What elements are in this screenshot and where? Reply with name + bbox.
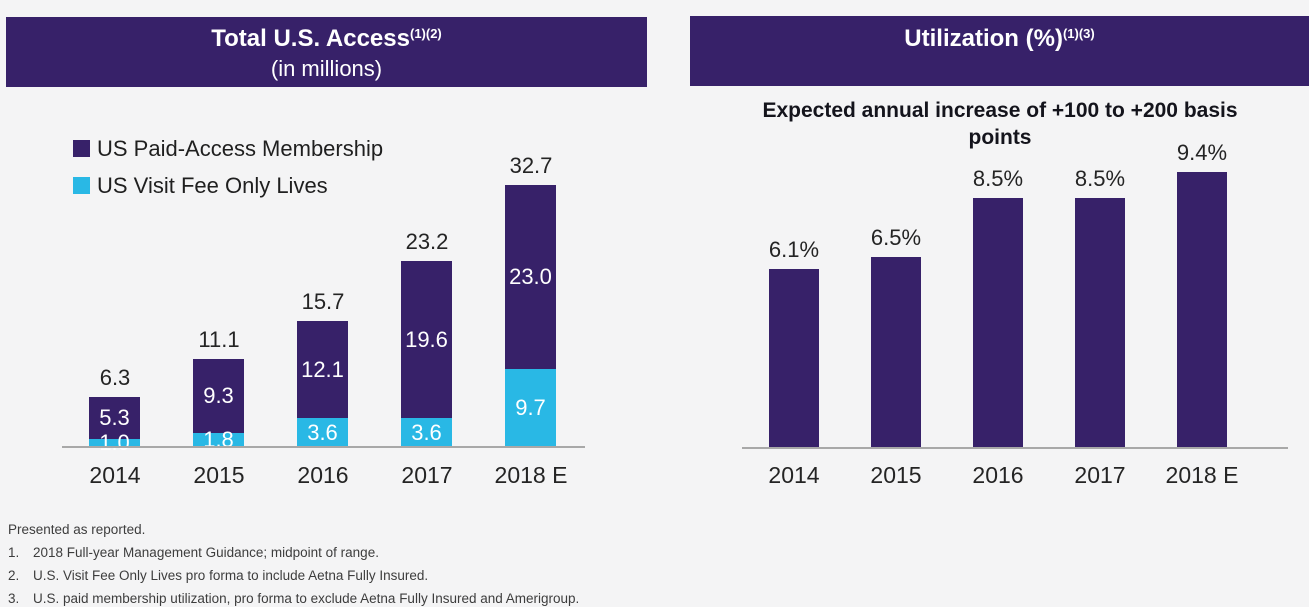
- utilization-annotation: Expected annual increase of +100 to +200…: [762, 99, 1238, 149]
- utilization-bar: [1075, 198, 1125, 448]
- access-total-label: 32.7: [509, 153, 553, 178]
- access-visit-fee-value-label: 9.7: [515, 395, 546, 420]
- utilization-value-label: 6.1%: [768, 237, 820, 262]
- legend-swatch-paid-access: [73, 140, 90, 157]
- legend-label-visit-fee: US Visit Fee Only Lives: [97, 172, 328, 198]
- access-x-axis-label: 2016: [297, 462, 349, 488]
- access-x-axis-label: 2015: [193, 462, 245, 488]
- utilization-bar: [1177, 172, 1227, 448]
- access-total-label: 6.3: [99, 365, 131, 390]
- utilization-value-label: 8.5%: [972, 166, 1024, 191]
- access-bar-paid-segment: [297, 321, 348, 418]
- left-chart-subtitle: (in millions): [270, 56, 383, 81]
- access-paid-value-label: 9.3: [203, 383, 234, 408]
- left-chart-title-text: Total U.S. Access: [211, 25, 410, 52]
- utilization-x-axis-label: 2014: [768, 462, 820, 488]
- footnote-3-number: 3.: [8, 591, 20, 606]
- access-bar-visit-fee-segment: [505, 369, 556, 447]
- access-bar-paid-segment: [505, 185, 556, 369]
- utilization-value-label: 6.5%: [870, 225, 922, 250]
- access-total-label: 11.1: [198, 327, 240, 352]
- access-visit-fee-value-label: 3.6: [411, 420, 442, 445]
- left-chart-title: Total U.S. Access(1)(2): [6, 25, 647, 55]
- access-bar-visit-fee-segment: [193, 433, 244, 447]
- right-chart-title: Utilization (%)(1)(3): [690, 25, 1309, 55]
- legend-item-visit-fee: US Visit Fee Only Lives: [73, 167, 383, 204]
- footnote-intro: Presented as reported.: [8, 522, 146, 537]
- footnote-1: 1. 2018 Full-year Management Guidance; m…: [8, 541, 579, 564]
- footnote-2-number: 2.: [8, 568, 20, 583]
- access-total-label: 15.7: [301, 289, 345, 314]
- legend-item-paid-access: US Paid-Access Membership: [73, 130, 383, 167]
- utilization-bar: [871, 257, 921, 448]
- utilization-x-axis-label: 2018 E: [1165, 462, 1239, 488]
- access-paid-value-label: 5.3: [99, 405, 130, 430]
- footnotes: Presented as reported. 1. 2018 Full-year…: [8, 518, 579, 607]
- access-paid-value-label: 12.1: [301, 357, 344, 382]
- utilization-x-axis-label: 2016: [972, 462, 1024, 488]
- footnote-2: 2. U.S. Visit Fee Only Lives pro forma t…: [8, 564, 579, 587]
- utilization-x-axis-label: 2017: [1074, 462, 1126, 488]
- legend-label-paid-access: US Paid-Access Membership: [97, 135, 384, 161]
- access-bar-visit-fee-segment: [401, 418, 452, 447]
- access-bar-paid-segment: [89, 397, 140, 439]
- access-total-label: 23.2: [405, 229, 449, 254]
- access-chart-x-axis-line: [62, 446, 585, 448]
- utilization-bar: [973, 198, 1023, 448]
- right-chart-title-text: Utilization (%): [904, 25, 1063, 52]
- legend-swatch-visit-fee: [73, 177, 90, 194]
- access-paid-value-label: 19.6: [405, 327, 448, 352]
- access-x-axis-label: 2014: [89, 462, 141, 488]
- access-visit-fee-value-label: 3.6: [307, 420, 338, 445]
- footnote-1-text: 2018 Full-year Management Guidance; midp…: [33, 545, 379, 560]
- left-chart-header: Total U.S. Access(1)(2) (in millions): [6, 17, 647, 87]
- utilization-bar: [769, 269, 819, 448]
- access-bar-visit-fee-segment: [297, 418, 348, 447]
- legend: US Paid-Access Membership US Visit Fee O…: [73, 130, 383, 204]
- utilization-value-label: 9.4%: [1176, 140, 1228, 165]
- footnote-3-text: U.S. paid membership utilization, pro fo…: [33, 591, 580, 606]
- access-visit-fee-value-label: 1.0: [99, 430, 130, 455]
- footnote-3: 3. U.S. paid membership utilization, pro…: [8, 587, 579, 607]
- utilization-x-axis-label: 2015: [870, 462, 922, 488]
- left-chart-title-superscript: (1)(2): [409, 26, 442, 41]
- utilization-chart-x-axis-line: [742, 447, 1288, 449]
- right-chart-title-superscript: (1)(3): [1062, 26, 1095, 41]
- access-x-axis-label: 2018 E: [494, 462, 568, 488]
- utilization-value-label: 8.5%: [1074, 166, 1126, 191]
- access-paid-value-label: 23.0: [509, 264, 552, 289]
- access-x-axis-label: 2017: [401, 462, 453, 488]
- footnote-1-number: 1.: [8, 545, 20, 560]
- footnote-2-text: U.S. Visit Fee Only Lives pro forma to i…: [33, 568, 429, 583]
- access-visit-fee-value-label: 1.8: [203, 427, 234, 452]
- access-bar-paid-segment: [193, 359, 244, 433]
- access-bar-visit-fee-segment: [89, 439, 140, 447]
- right-chart-header: Utilization (%)(1)(3): [690, 16, 1309, 86]
- access-bar-paid-segment: [401, 261, 452, 418]
